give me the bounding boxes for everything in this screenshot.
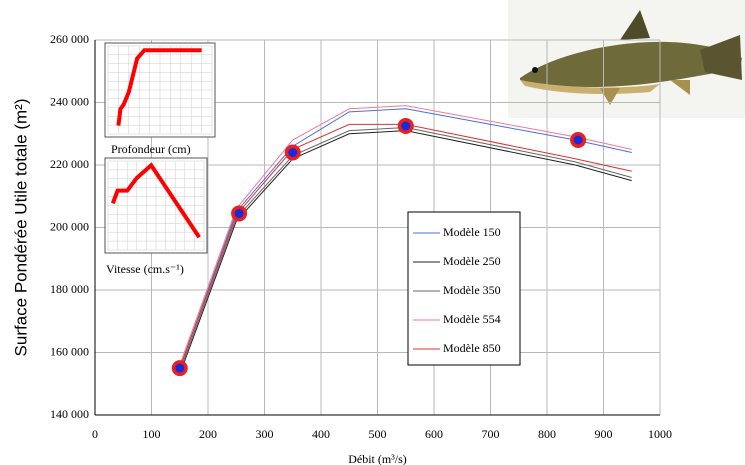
y-tick-label: 160 000 — [50, 344, 89, 358]
main-plot: 0 100 200 300 400 500 600 700 800 900 1000 140 000 1… — [11, 32, 672, 465]
x-axis-label: Débit (m³/s) — [348, 452, 407, 465]
legend-box — [407, 211, 521, 366]
legend-label: Modèle 350 — [443, 283, 501, 297]
x-tick-label: 800 — [538, 427, 556, 441]
y-axis-label: Surface Pondérée Utile totale (m²) — [11, 99, 30, 357]
y-tick-label: 260 000 — [50, 32, 89, 46]
highlight-point-center — [401, 121, 411, 131]
fish-image — [508, 0, 745, 118]
highlight-point-center — [573, 135, 583, 145]
legend — [407, 211, 521, 366]
x-tick-label: 200 — [199, 427, 217, 441]
legend-label: Modèle 850 — [443, 341, 501, 355]
legend-label: Modèle 150 — [443, 225, 501, 239]
series-line — [116, 48, 202, 126]
series-line — [110, 162, 201, 239]
legend-label: Modèle 250 — [443, 254, 501, 268]
series-line — [179, 126, 632, 372]
inset-title: Vitesse (cm.s⁻¹) — [106, 262, 184, 276]
x-tick-label: 500 — [369, 427, 387, 441]
series-line — [179, 123, 632, 369]
x-tick-label: 700 — [482, 427, 500, 441]
x-tick-label: 400 — [312, 427, 330, 441]
series-line — [179, 108, 632, 369]
x-tick-label: 0 — [92, 427, 98, 441]
y-tick-label: 200 000 — [50, 219, 89, 233]
inset-title: Profondeur (cm) — [111, 142, 191, 156]
y-tick-label: 220 000 — [50, 157, 89, 171]
series-line — [179, 130, 632, 375]
highlight-point-center — [234, 208, 244, 218]
highlight-point-center — [288, 148, 298, 157]
legend-label: Modèle 554 — [443, 312, 501, 326]
x-tick-label: 300 — [256, 427, 274, 441]
y-tick-label: 180 000 — [50, 282, 89, 296]
x-tick-label: 100 — [143, 427, 161, 441]
y-tick-label: 240 000 — [50, 94, 89, 108]
x-tick-label: 1000 — [648, 427, 672, 441]
x-tick-label: 600 — [425, 427, 443, 441]
x-tick-label: 900 — [595, 427, 613, 441]
series-line — [179, 105, 632, 366]
y-tick-label: 140 000 — [50, 407, 89, 421]
inset-plot: Vitesse (cm.s⁻¹) — [104, 157, 208, 276]
inset-plot: Profondeur (cm) — [104, 42, 216, 156]
highlight-point-center — [175, 363, 185, 373]
